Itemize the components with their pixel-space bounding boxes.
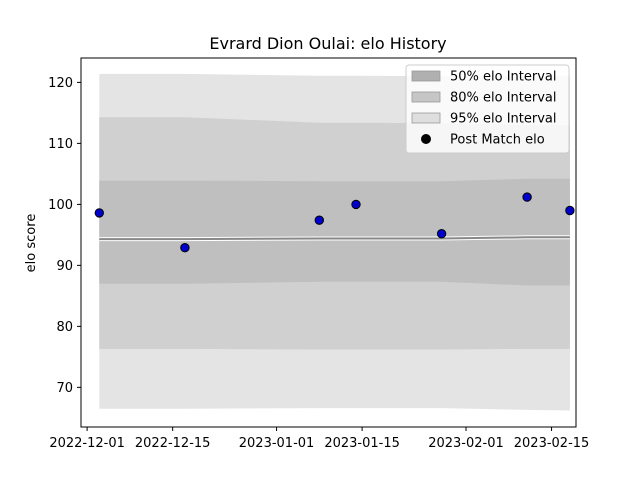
legend-swatch: [411, 70, 441, 82]
y-tick-label: 100: [48, 198, 73, 213]
data-point: [314, 215, 324, 225]
y-axis-label: elo score: [24, 214, 39, 273]
plot-frame: [80, 57, 577, 428]
legend: 50% elo Interval 80% elo Interval 95% elo …: [405, 64, 570, 154]
legend-label: 50% elo Interval: [450, 70, 557, 85]
chart-title: Evrard Dion Oulai: elo History: [209, 34, 446, 53]
legend-swatch: [411, 91, 441, 103]
legend-label: 95% elo Interval: [450, 112, 557, 127]
x-tick-label: 2022-12-15: [135, 436, 211, 451]
y-tick-label: 80: [56, 320, 73, 335]
legend-box: [405, 64, 570, 154]
data-point: [94, 208, 105, 218]
data-point: [565, 205, 575, 216]
x-tick-label: 2023-02-15: [514, 436, 590, 451]
data-point: [522, 192, 532, 202]
legend-swatch: [411, 112, 441, 124]
data-point: [436, 229, 447, 239]
band-50-elo-interval: [99, 178, 570, 286]
x-tick-label: 2023-01-15: [324, 436, 400, 451]
x-tick-label: 2023-02-01: [428, 436, 504, 451]
y-tick-label: 110: [48, 137, 73, 152]
median-line: [99, 236, 570, 241]
y-tick-label: 90: [56, 259, 73, 274]
legend-label: 80% elo Interval: [450, 91, 557, 106]
x-tick-label: 2023-01-01: [239, 436, 315, 451]
legend-label: Post Match elo: [450, 133, 545, 148]
data-point: [351, 199, 361, 210]
plot-area: 70 80 90 100 110 120 2022-12-01 2022-12-15 2023-…: [48, 57, 590, 451]
legend-marker: [421, 134, 431, 144]
y-tick-label: 120: [48, 76, 73, 91]
y-tick-label: 70: [56, 381, 73, 396]
data-point: [180, 243, 190, 253]
x-tick-label: 2022-12-01: [49, 436, 125, 451]
